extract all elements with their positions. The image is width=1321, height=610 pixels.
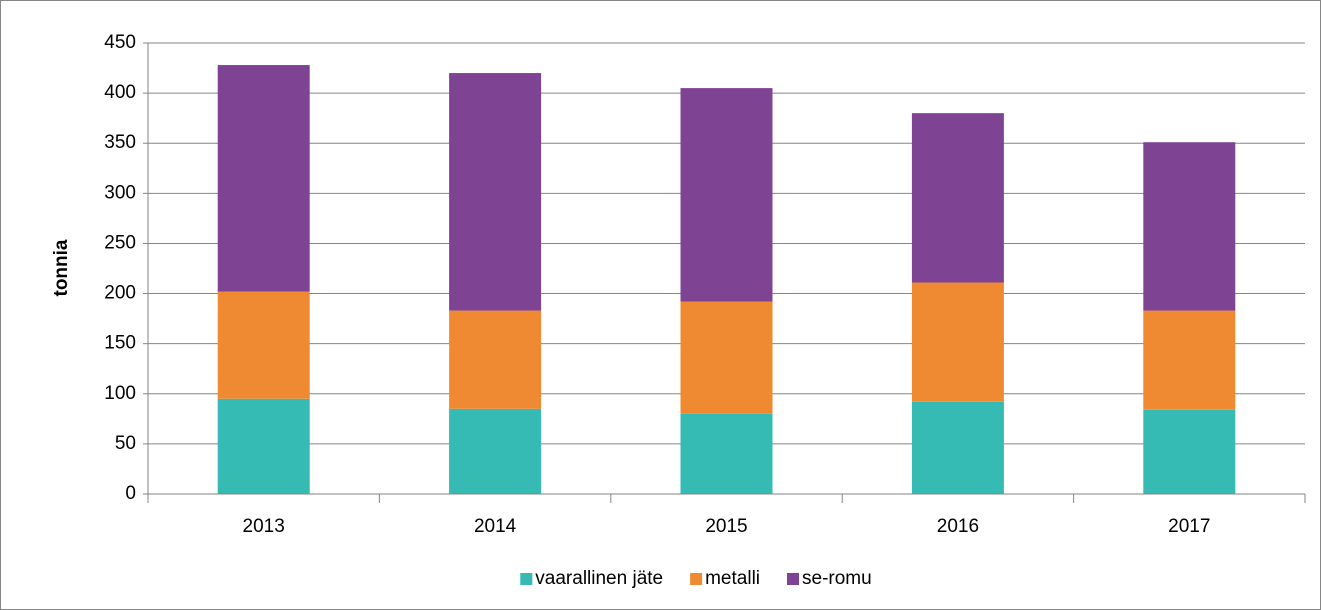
y-axis-label: tonnia [51, 239, 72, 296]
legend-label: vaarallinen jäte [535, 568, 663, 589]
bar-segment [1143, 142, 1236, 311]
y-tick-label: 150 [104, 333, 136, 354]
x-tick-label: 2016 [937, 516, 979, 537]
legend-label: se-romu [802, 568, 872, 589]
bar-segment [911, 401, 1004, 494]
x-tick-label: 2014 [474, 516, 517, 537]
bar-segment [449, 310, 542, 409]
bar-segment [449, 73, 542, 311]
bar-segment [217, 65, 310, 292]
y-tick-label: 50 [115, 433, 136, 454]
y-tick-label: 400 [104, 82, 136, 103]
bar-segment [1143, 409, 1236, 494]
x-tick-label: 2017 [1168, 516, 1210, 537]
y-tick-label: 300 [104, 182, 136, 203]
legend-label: metalli [705, 568, 760, 589]
y-tick-label: 200 [104, 283, 136, 304]
bar-segment [680, 88, 773, 302]
y-tick-label: 0 [125, 483, 136, 504]
y-tick-label: 450 [104, 32, 136, 53]
legend-swatch [690, 573, 703, 585]
bar-segment [911, 282, 1004, 402]
bar-segment [217, 291, 310, 399]
bar-segment [911, 113, 1004, 283]
x-tick-label: 2015 [705, 516, 747, 537]
bar-segment [1143, 310, 1236, 410]
y-tick-label: 350 [104, 132, 136, 153]
bar-segment [680, 413, 773, 494]
y-tick-label: 100 [104, 383, 136, 404]
legend-swatch [520, 573, 533, 585]
bar-segment [680, 301, 773, 414]
legend-swatch [787, 573, 800, 585]
y-tick-label: 250 [104, 232, 136, 253]
bar-segment [449, 408, 542, 494]
x-tick-label: 2013 [243, 516, 285, 537]
bar-segment [217, 398, 310, 494]
